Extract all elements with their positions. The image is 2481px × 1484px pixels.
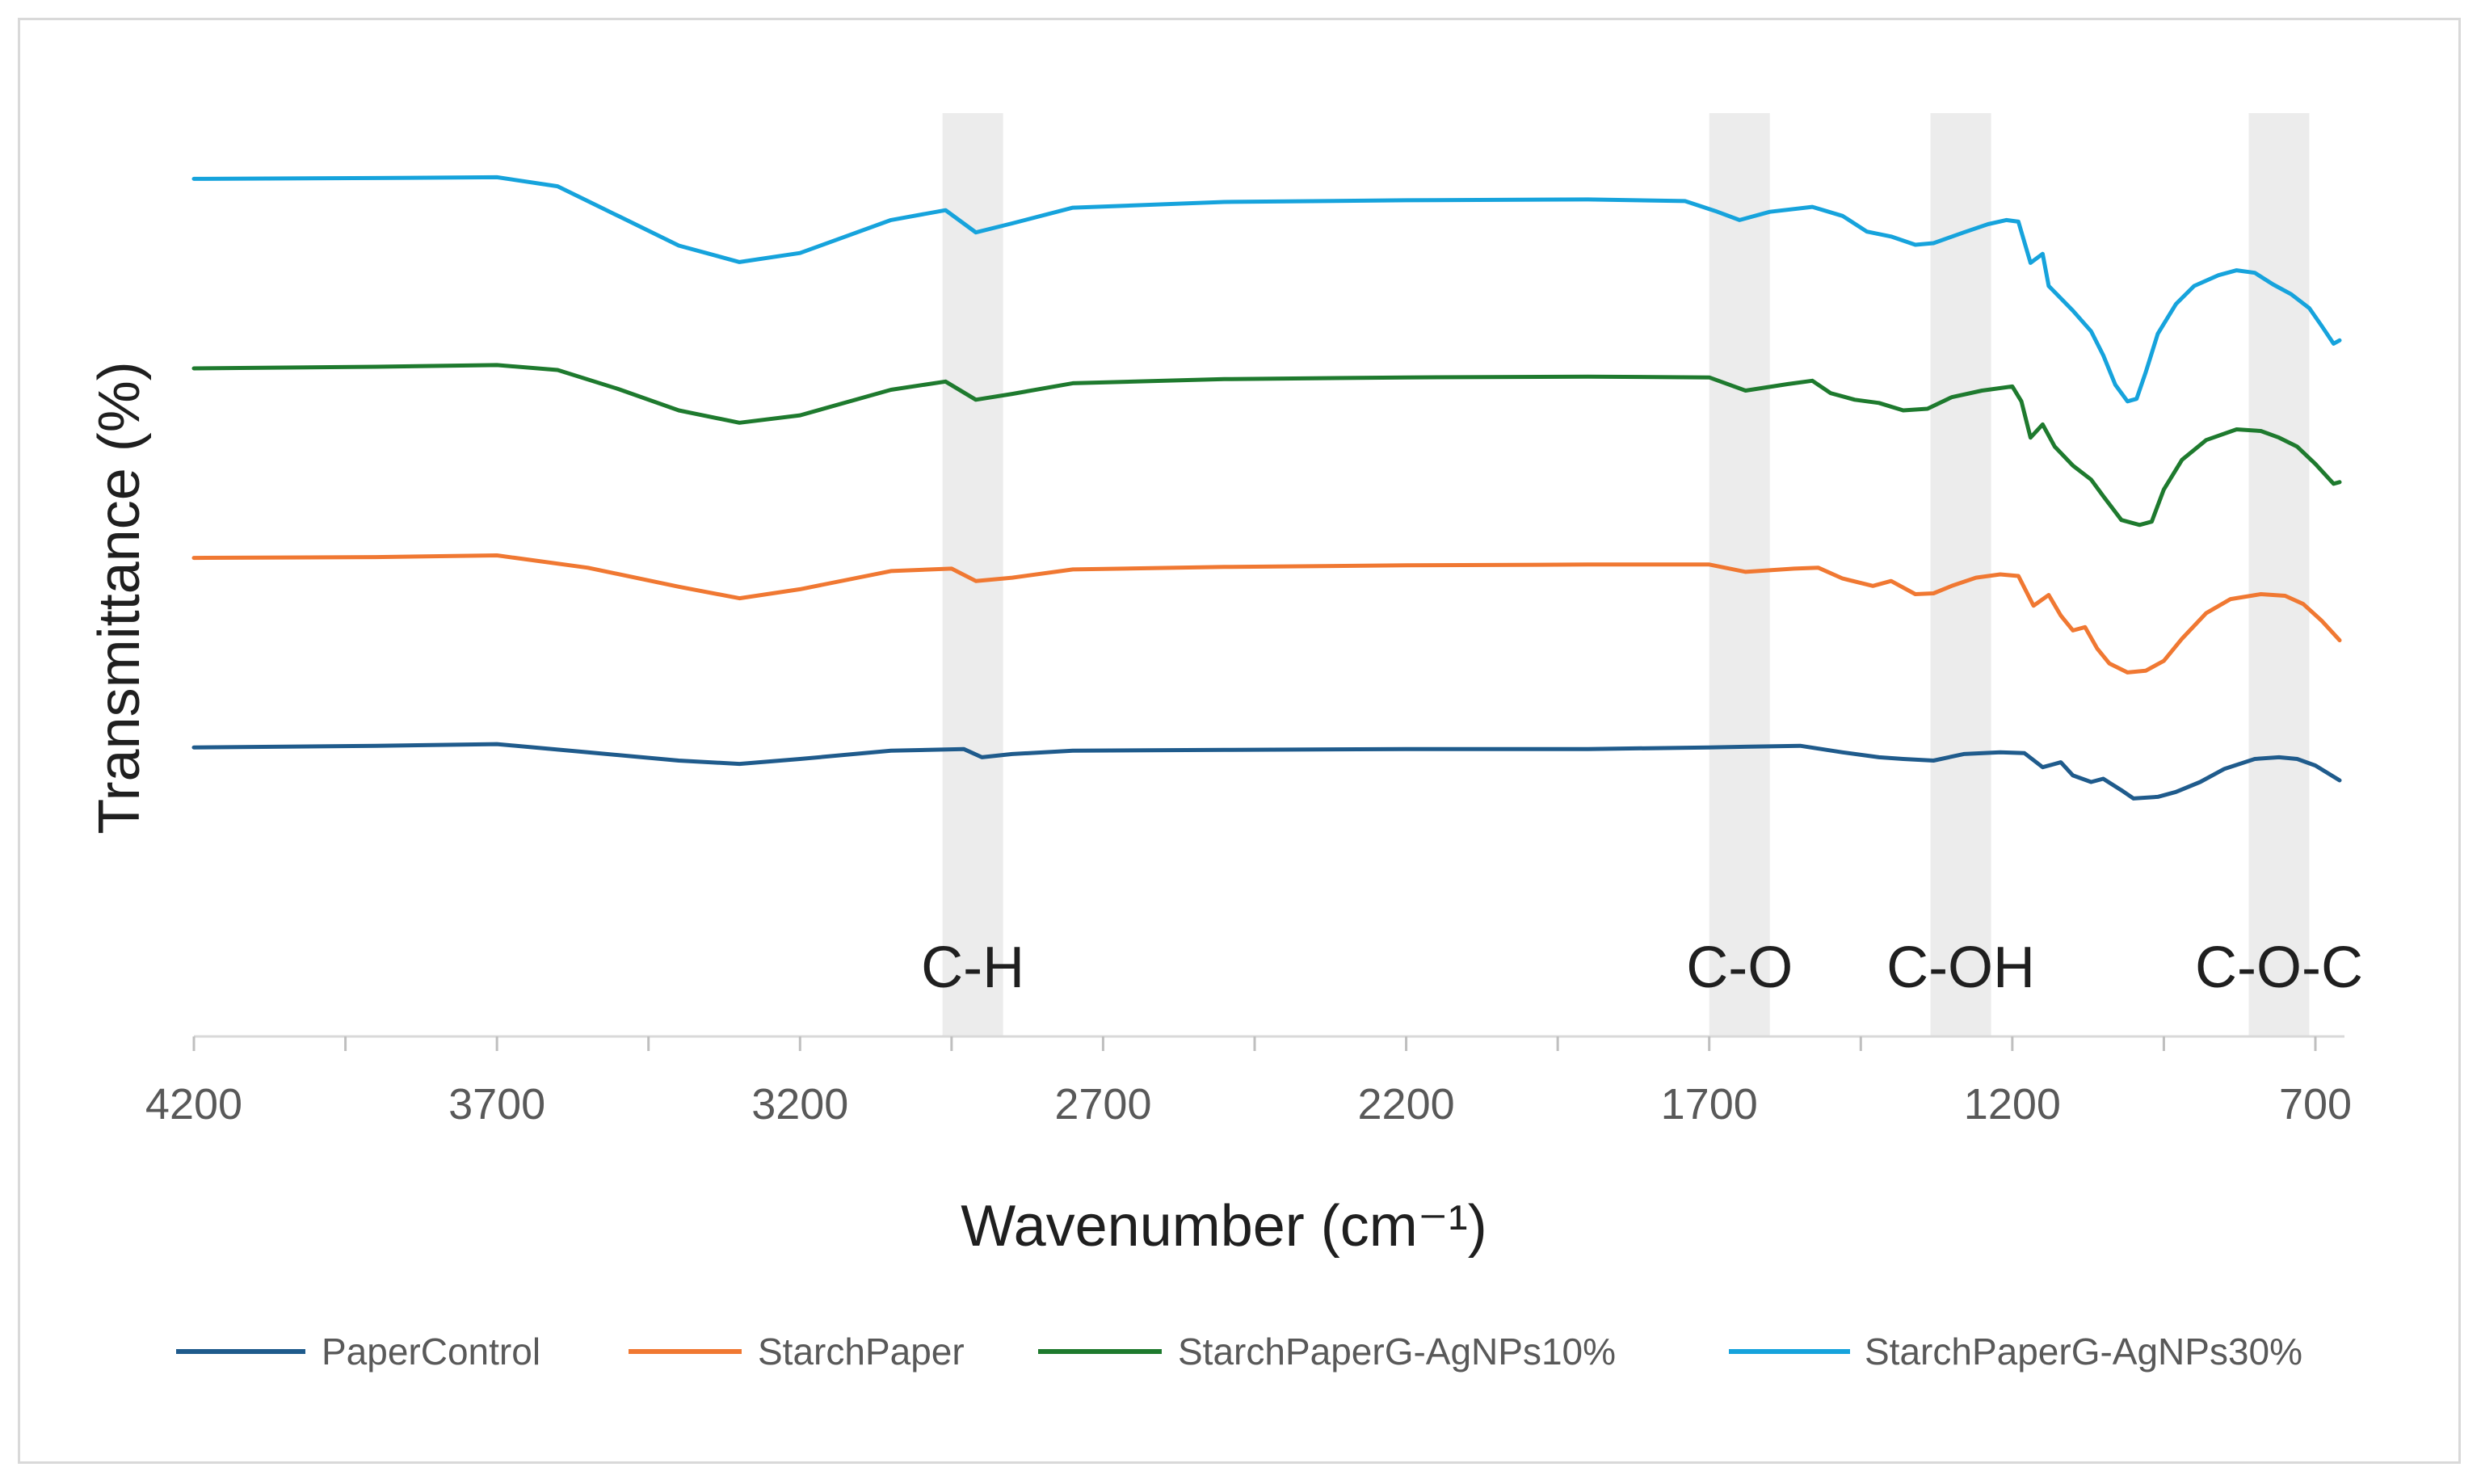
band-highlights xyxy=(942,113,2310,1036)
legend-label-0: PaperControl xyxy=(322,1331,540,1373)
x-tick-label: 3200 xyxy=(751,1080,848,1129)
legend-label-3: StarchPaperG-AgNPs30% xyxy=(1865,1331,2302,1373)
series-lines xyxy=(191,174,2342,801)
x-axis-title: Wavenumber (cm⁻¹) xyxy=(961,1194,1486,1259)
x-tick-label: 2700 xyxy=(1054,1080,1151,1129)
series-line-3 xyxy=(191,174,2342,404)
x-tick-label: 1700 xyxy=(1661,1080,1758,1129)
legend-label-1: StarchPaper xyxy=(758,1331,965,1373)
band-c-o xyxy=(1709,113,1770,1036)
chart-frame xyxy=(18,18,2461,1464)
band-label-c-o: C-O xyxy=(1686,935,1793,1000)
x-axis-ticks: 4200 3700 3200 2700 2200 1700 1200 700 xyxy=(145,1036,2352,1129)
series-line-1 xyxy=(191,553,2342,675)
x-tick-label: 2200 xyxy=(1358,1080,1455,1129)
legend: PaperControl StarchPaper StarchPaperG-AgNP… xyxy=(176,1331,2302,1373)
band-label-c-o-c: C-O-C xyxy=(2195,935,2363,1000)
legend-label-2: StarchPaperG-AgNPs10% xyxy=(1178,1331,1616,1373)
x-tick-label: 700 xyxy=(2279,1080,2352,1129)
x-tick-label: 4200 xyxy=(145,1080,242,1129)
x-tick-label: 1200 xyxy=(1964,1080,2061,1129)
band-c-o-c xyxy=(2248,113,2310,1036)
x-tick-label: 3700 xyxy=(448,1080,545,1129)
series-line-2 xyxy=(191,363,2342,528)
band-label-c-oh: C-OH xyxy=(1886,935,2035,1000)
band-label-c-h: C-H xyxy=(921,935,1024,1000)
y-axis-title: Transmittance (%) xyxy=(87,361,152,834)
series-line-0 xyxy=(191,742,2342,801)
band-c-h xyxy=(942,113,1003,1036)
band-labels: C-H C-O C-OH C-O-C xyxy=(921,935,2363,1000)
band-c-oh xyxy=(1930,113,1991,1036)
